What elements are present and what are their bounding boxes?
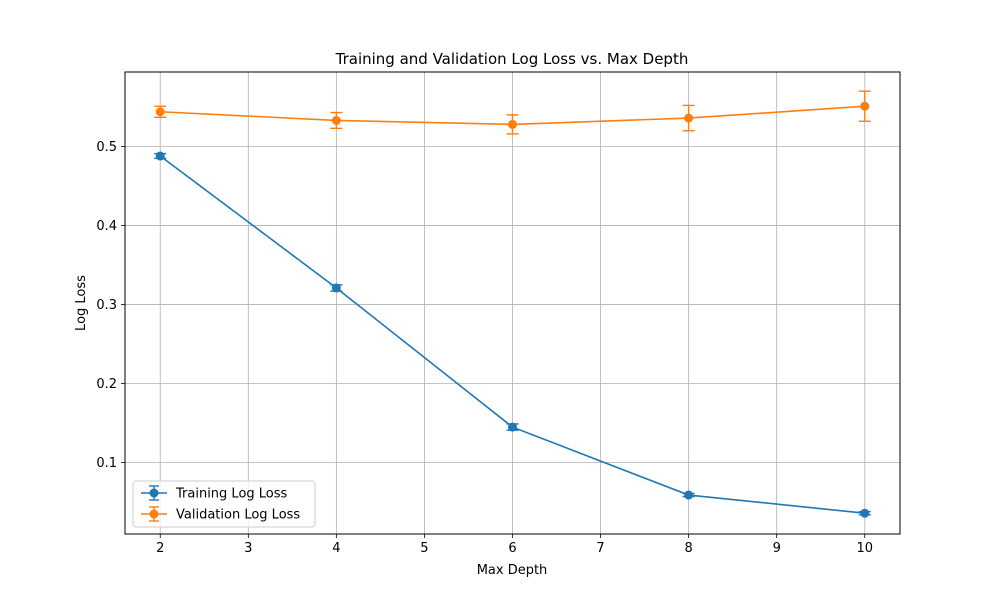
y-tick-label: 0.1 — [96, 456, 117, 471]
data-point — [155, 107, 165, 117]
x-tick-label: 5 — [420, 541, 428, 556]
x-tick-label: 9 — [773, 541, 781, 556]
legend-box — [132, 480, 316, 528]
y-tick-label: 0.4 — [96, 219, 117, 234]
data-point — [860, 508, 870, 518]
legend-entry-0: Training Log Loss — [141, 485, 288, 502]
y-tick-label: 0.5 — [96, 140, 117, 155]
data-point — [508, 422, 517, 432]
x-tick-label: 8 — [684, 541, 692, 556]
legend-entry-1: Validation Log Loss — [141, 506, 300, 523]
y-tick-label: 0.2 — [96, 377, 117, 392]
x-tick-label: 7 — [596, 541, 604, 556]
legend-label: Validation Log Loss — [176, 508, 300, 523]
data-point — [684, 490, 694, 500]
series-layer — [154, 90, 871, 518]
chart-title: Training and Validation Log Loss vs. Max… — [335, 50, 689, 68]
x-tick-label: 6 — [508, 541, 516, 556]
data-point — [684, 113, 694, 123]
data-point — [508, 119, 517, 129]
legend-label: Training Log Loss — [175, 487, 288, 502]
x-tick-label: 3 — [244, 541, 252, 556]
x-tick-label: 4 — [332, 541, 340, 556]
x-axis-label: Max Depth — [477, 563, 548, 578]
legend-marker — [149, 488, 159, 498]
series-0 — [154, 151, 871, 518]
y-axis-label: Log Loss — [74, 275, 89, 331]
data-point — [331, 283, 341, 293]
x-tick-label: 2 — [156, 541, 164, 556]
y-axis-ticks: 0.1 0.2 0.3 0.4 0.5 — [96, 140, 125, 471]
data-point — [331, 115, 341, 125]
data-point — [155, 151, 165, 161]
series-1 — [154, 90, 871, 135]
x-tick-label: 10 — [856, 541, 873, 556]
data-point — [860, 101, 870, 111]
legend: Training Log Loss Validation Log Loss — [132, 480, 316, 528]
x-axis-ticks: 2 3 4 5 6 7 8 9 10 — [156, 534, 873, 556]
y-tick-label: 0.3 — [96, 298, 117, 313]
grid — [125, 72, 900, 534]
legend-marker — [149, 509, 159, 519]
